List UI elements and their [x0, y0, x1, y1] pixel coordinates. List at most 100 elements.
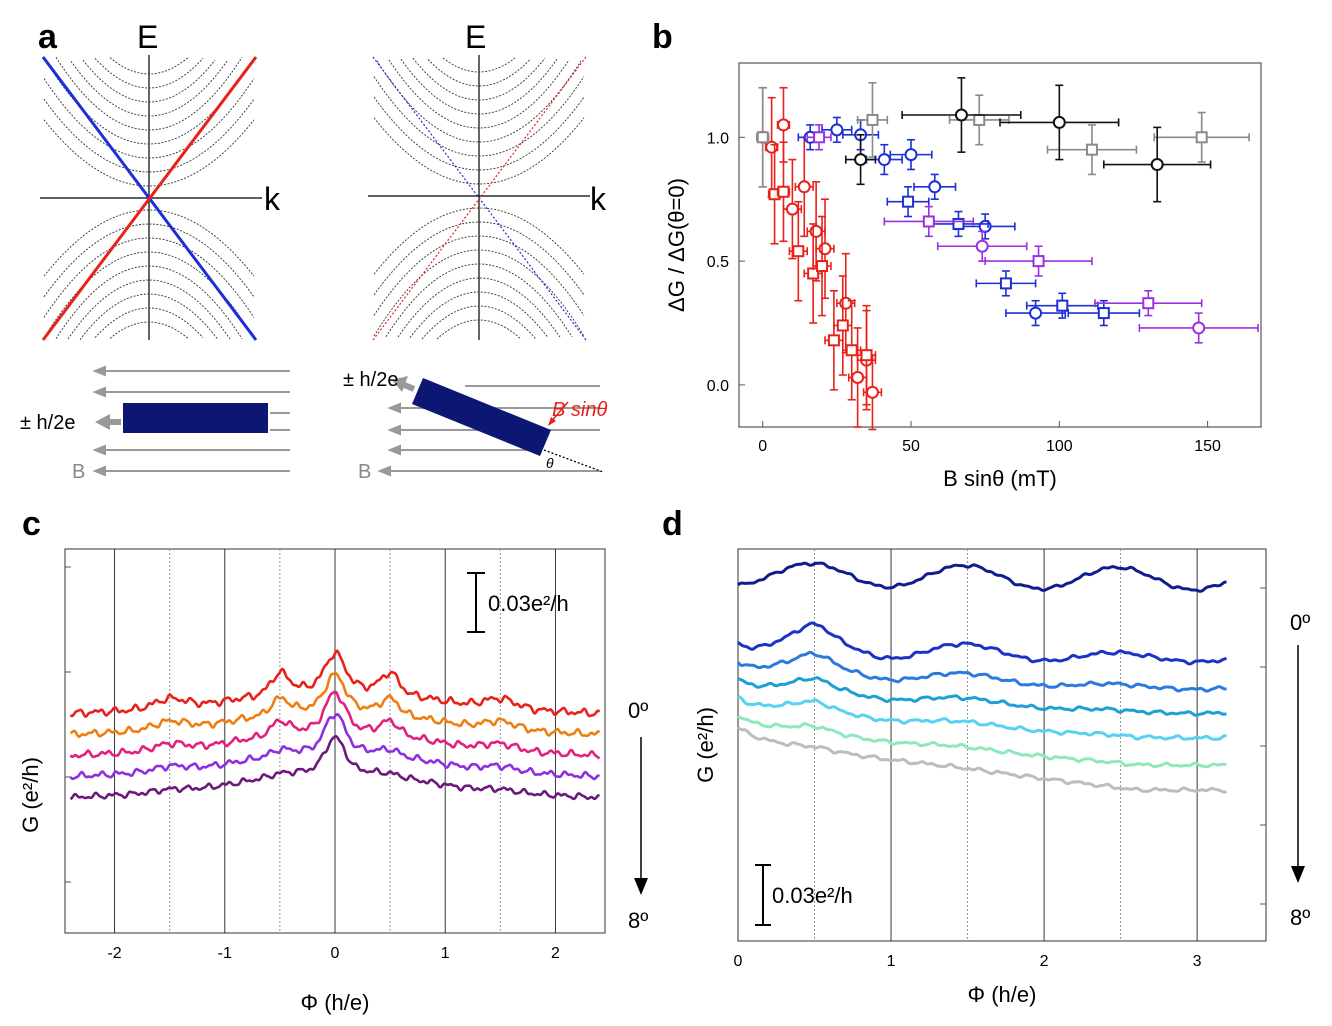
energy-label-left: E	[137, 19, 158, 55]
x-tick-label: 1	[887, 953, 896, 970]
bulk-subband-curve	[373, 96, 585, 171]
y-axis-label: ΔG / ΔG(θ=0)	[664, 178, 689, 312]
curve-8°	[736, 726, 1228, 794]
panel-d-chart: 0 1 2 3 0.03e²/h Φ (h/e) G (e²/h) 0º 8º	[693, 548, 1310, 1007]
data-point-blue-squares	[1025, 292, 1099, 319]
nanowire-tilted	[377, 376, 604, 477]
curve-3°	[737, 676, 1227, 717]
data-point-black-circles	[901, 77, 1022, 153]
x-tick-label: 50	[902, 438, 920, 455]
bulk-subband-curve	[67, 279, 231, 340]
data-point-black-circles	[1103, 126, 1212, 203]
scale-bar-label: 0.03e²/h	[772, 883, 853, 908]
nanowire-bar	[123, 403, 268, 433]
data-point-red-squares	[833, 275, 853, 376]
data-point-blue-squares	[886, 186, 930, 218]
flux-label-left: ± h/2e	[20, 412, 75, 434]
bulk-subband-curve	[373, 235, 585, 316]
data-point-red-squares	[776, 141, 791, 243]
nanowire-bar	[412, 378, 551, 456]
angle-top-label: 0º	[628, 698, 648, 723]
bulk-subband-curve	[109, 57, 189, 75]
x-tick-label: -1	[218, 945, 232, 962]
surface-state-red	[41, 56, 258, 341]
bulk-subband-curve	[43, 223, 255, 298]
bulk-subband-curve	[436, 319, 522, 340]
data-point-black-circles	[844, 134, 877, 186]
angle-label: θ	[546, 455, 554, 471]
curve-6°	[737, 714, 1228, 769]
bulk-subband-curve	[43, 119, 255, 187]
data-point-blue-circles	[1005, 299, 1067, 327]
data-point-red-circles	[862, 354, 883, 431]
surface-state-red-dotted	[372, 56, 587, 341]
data-point-red-squares	[788, 200, 809, 302]
bulk-subband-curve	[43, 237, 255, 318]
data-point-blue-squares	[1067, 299, 1141, 327]
data-point-blue-circles	[821, 116, 853, 144]
bulk-subband-curve	[400, 58, 558, 115]
bulk-subband-curve	[421, 305, 537, 340]
y-axis-label: G (e²/h)	[18, 757, 43, 833]
data-point-black-circles	[999, 84, 1120, 161]
bulk-subband-curve	[70, 60, 228, 117]
data-point-blue-circles	[889, 138, 933, 171]
bulk-subband-curve	[373, 76, 585, 157]
data-point-gray-squares	[856, 82, 889, 158]
flux-arrow	[95, 414, 110, 430]
bulk-subband-curve	[373, 207, 585, 275]
bulk-subband-curve	[385, 263, 573, 337]
angle-top-label: 0º	[1290, 610, 1310, 635]
bulk-subband-curve	[373, 117, 585, 185]
curve-2°	[69, 671, 601, 739]
field-label-left: B	[72, 461, 85, 483]
curve-1°	[737, 621, 1228, 666]
plot-frame	[738, 62, 1262, 428]
panel-label-b: b	[652, 18, 673, 56]
curve-2°	[736, 650, 1227, 693]
y-tick-label: 1.0	[707, 130, 729, 147]
bulk-subband-curve	[109, 321, 189, 339]
field-label-right: B	[358, 461, 371, 483]
data-point-purple-squares	[1094, 290, 1203, 317]
x-axis-label: B sinθ (mT)	[943, 466, 1057, 491]
data-point-blue-squares	[975, 270, 1037, 297]
flux-label-right: ± h/2e	[343, 369, 398, 391]
angle-bottom-label: 8º	[628, 908, 648, 933]
x-tick-label: -2	[107, 945, 121, 962]
data-point-blue-squares	[928, 210, 989, 238]
bulk-subband-curve	[43, 251, 255, 339]
flux-arrow	[392, 376, 408, 392]
curve-0°	[69, 649, 601, 719]
data-point-purple-circles	[1138, 312, 1259, 344]
momentum-label-right: k	[590, 181, 607, 217]
data-point-purple-squares	[806, 124, 832, 151]
x-tick-label: 100	[1046, 438, 1073, 455]
bulk-subband-curve	[55, 57, 243, 131]
data-point-gray-squares	[755, 86, 770, 188]
scale-bar	[755, 864, 771, 926]
data-point-red-circles	[764, 96, 779, 198]
bulk-subband-curve	[43, 78, 255, 159]
bulk-subband-curve	[82, 59, 216, 103]
x-axis-label: Φ (h/e)	[301, 990, 370, 1015]
bulk-subband-curve	[43, 57, 255, 145]
data-point-red-circles	[815, 198, 835, 300]
band-diagram-right	[368, 55, 590, 341]
x-axis-label: Φ (h/e)	[968, 982, 1037, 1007]
bulk-subband-curve	[442, 57, 516, 73]
bulk-subband-curve	[373, 249, 585, 337]
panel-label-d: d	[662, 505, 683, 543]
bulk-subband-curve	[79, 293, 219, 340]
data-point-red-squares	[856, 304, 877, 406]
curve-0°	[737, 561, 1227, 593]
data-point-red-squares	[803, 223, 823, 324]
data-point-purple-circles	[936, 230, 1028, 262]
y-tick-label: 0.0	[707, 378, 729, 395]
x-tick-label: 0	[758, 438, 767, 455]
x-tick-label: 0	[734, 953, 743, 970]
nanowire-parallel	[92, 365, 290, 477]
data-point-blue-circles	[913, 173, 957, 200]
bulk-subband-curve	[397, 277, 561, 338]
